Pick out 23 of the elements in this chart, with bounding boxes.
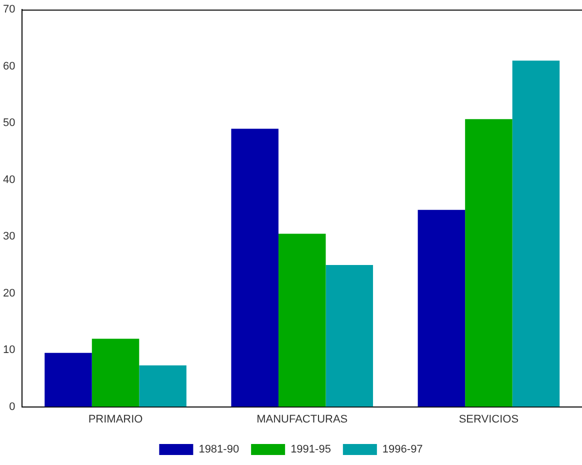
bar xyxy=(92,338,140,407)
y-tick-label: 30 xyxy=(2,230,16,243)
bar xyxy=(44,352,92,407)
bar xyxy=(418,210,466,407)
y-tick-label: 60 xyxy=(2,60,16,72)
y-tick-label: 10 xyxy=(2,344,16,356)
x-tick-label: PRIMARIO xyxy=(88,413,144,426)
legend-label: 1991-95 xyxy=(290,444,331,456)
x-tick-label: MANUFACTURAS xyxy=(256,413,348,426)
y-tick-label: 0 xyxy=(9,400,16,413)
bar xyxy=(465,119,512,407)
bar xyxy=(231,128,278,407)
legend-label: 1996-97 xyxy=(382,444,423,456)
bar xyxy=(278,234,326,407)
y-tick-label: 40 xyxy=(2,174,16,186)
y-tick-label: 20 xyxy=(2,287,16,300)
bar xyxy=(326,264,374,407)
legend-label: 1981-90 xyxy=(198,444,240,456)
bar xyxy=(512,60,560,407)
y-tick-label: 70 xyxy=(2,4,16,16)
bar xyxy=(139,365,186,407)
x-tick-label: SERVICIOS xyxy=(458,413,519,426)
y-tick-label: 50 xyxy=(2,117,16,130)
